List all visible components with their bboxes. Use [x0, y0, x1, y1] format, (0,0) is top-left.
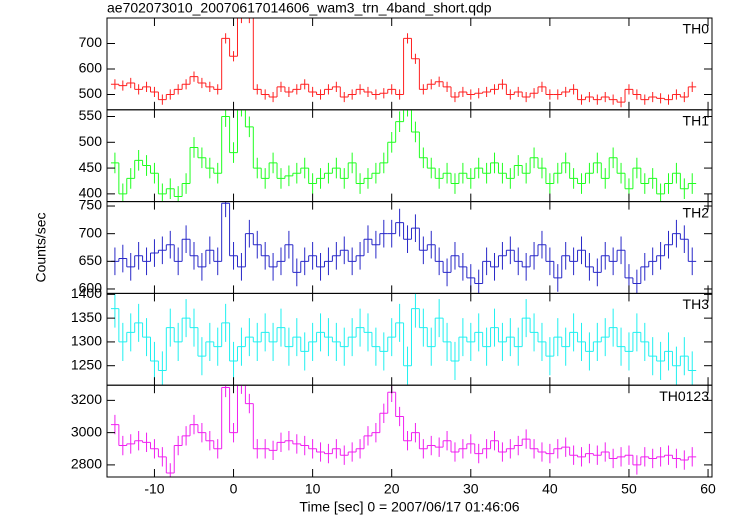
x-axis-label: Time [sec] 0 = 2007/06/17 01:46:06: [299, 499, 519, 515]
panel-label: TH0: [683, 21, 710, 37]
x-tick-label: 20: [384, 481, 400, 497]
panel-data: [110, 109, 697, 202]
y-tick-label: 650: [79, 252, 103, 268]
y-tick-label: 2800: [71, 456, 102, 472]
y-tick-label: 450: [79, 159, 103, 175]
y-tick-label: 700: [79, 224, 103, 240]
x-tick-label: -10: [144, 481, 164, 497]
x-tick-label: 60: [700, 481, 716, 497]
panel-label: TH3: [683, 296, 710, 312]
panel-data: [110, 18, 697, 108]
x-tick-label: 40: [542, 481, 558, 497]
panel-frame: [106, 384, 713, 478]
y-tick-label: 1400: [71, 285, 102, 301]
y-tick-label: 500: [79, 133, 103, 149]
panel-data: [110, 293, 697, 386]
y-tick-label: 3000: [71, 423, 102, 439]
y-tick-label: 550: [79, 107, 103, 123]
chart-title: ae702073010_20070617014606_wam3_trn_4ban…: [107, 0, 492, 16]
x-tick-label: 10: [305, 481, 321, 497]
y-axis-label: Counts/sec: [33, 212, 49, 282]
y-tick-label: 750: [79, 197, 103, 213]
panel-label: TH1: [683, 113, 710, 129]
y-tick-label: 1250: [71, 356, 102, 372]
x-tick-label: 0: [230, 481, 238, 497]
y-tick-label: 1350: [71, 309, 102, 325]
y-tick-label: 1300: [71, 333, 102, 349]
y-tick-label: 500: [79, 85, 103, 101]
y-tick-label: 600: [79, 280, 103, 296]
y-tick-label: 3200: [71, 391, 102, 407]
y-tick-label: 400: [79, 185, 103, 201]
x-tick-label: 50: [621, 481, 637, 497]
y-tick-label: 600: [79, 60, 103, 76]
panel-data: [110, 201, 697, 294]
panel-frame: [106, 17, 713, 111]
panel-data: [110, 385, 697, 478]
y-tick-label: 700: [79, 34, 103, 50]
panel-label: TH0123: [659, 388, 709, 404]
x-tick-label: 30: [463, 481, 479, 497]
panel-label: TH2: [683, 204, 710, 220]
